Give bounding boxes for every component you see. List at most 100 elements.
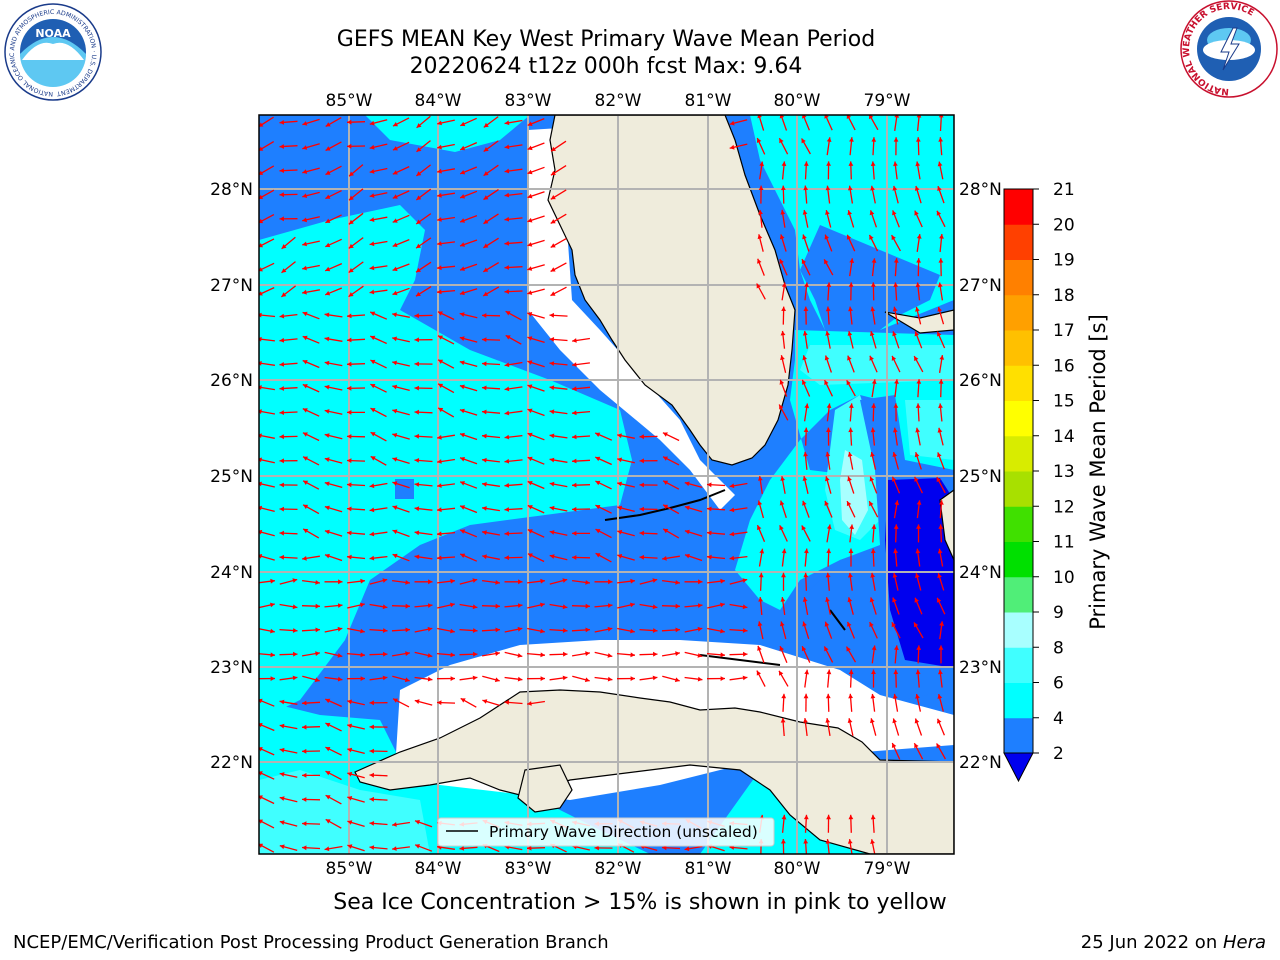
wave-arrow-head [259, 529, 263, 535]
wave-arrow-head [779, 379, 785, 385]
wave-arrow-head [527, 242, 533, 247]
lon-label-bottom-83w: 83°W [505, 859, 552, 879]
wave-arrow-head [803, 718, 808, 723]
colorbar-tick-label: 14 [1053, 427, 1075, 447]
wave-arrow-head [292, 675, 298, 681]
wave-arrow-head [572, 458, 577, 464]
lon-label-bottom-81w: 81°W [685, 859, 732, 879]
field-lightcyan-4 [259, 770, 430, 854]
wave-arrow-head [824, 380, 829, 386]
wave-arrow-head [527, 505, 533, 510]
wave-arrow-head [337, 653, 343, 658]
land-florida [547, 115, 796, 466]
wave-arrow-head [825, 597, 830, 602]
wave-arrow-head [697, 676, 703, 682]
wave-arrow-head [325, 553, 330, 559]
wave-arrow-head [551, 146, 556, 152]
wave-arrow-head [279, 796, 285, 801]
wave-arrow-head [891, 355, 897, 361]
wave-arrow-head [871, 524, 877, 529]
colorbar-tick-label: 16 [1053, 356, 1075, 376]
wave-arrow-head [392, 529, 398, 535]
wave-arrow-head [847, 621, 852, 627]
field-lightcyan-1 [800, 345, 954, 385]
wave-arrow-head [348, 219, 354, 225]
wave-arrow-head [550, 243, 556, 248]
wave-arrow-head [325, 266, 331, 272]
wave-arrow-head [315, 627, 320, 633]
wave-arrow-head [848, 427, 854, 433]
wave-arrow-head [757, 234, 763, 240]
wave-arrow-head [324, 384, 330, 390]
wave-arrow-head [473, 651, 478, 657]
wave-arrow-head [697, 653, 703, 658]
wave-arrow-head [870, 839, 875, 844]
wave-arrow-head [259, 723, 263, 728]
wave-arrow-head [893, 548, 898, 554]
wave-arrow-head [595, 456, 601, 462]
wave-arrow-head [663, 504, 669, 510]
wave-arrow-head [416, 123, 422, 128]
wave-arrow-head [870, 306, 876, 312]
wave-arrow-head [303, 504, 309, 510]
wave-arrow-head [594, 845, 599, 851]
wave-arrow-head [325, 122, 331, 127]
wave-arrow-head [527, 169, 533, 175]
wave-arrow-head [893, 669, 899, 675]
wave-arrow-head [684, 481, 690, 487]
wave-arrow-head [936, 743, 941, 749]
wave-arrow-head [527, 193, 533, 199]
wave-arrow-head [527, 701, 532, 706]
wave-arrow-head [281, 268, 287, 273]
wave-arrow-head [870, 452, 875, 457]
wave-arrow-head [780, 330, 786, 336]
wave-arrow-head [825, 476, 830, 482]
wave-arrow-head [847, 185, 853, 191]
wave-arrow-head [259, 122, 264, 127]
wave-arrow-head [572, 338, 577, 343]
wave-arrow-head [549, 457, 555, 463]
wave-arrow-head [824, 355, 830, 361]
wave-arrow-head [707, 530, 712, 536]
wave-arrow-head [572, 506, 577, 512]
wave-arrow-head [758, 476, 763, 481]
wave-arrow-head [825, 306, 831, 312]
wave-arrow-head [259, 843, 264, 848]
wave-arrow-head [572, 555, 577, 560]
wave-arrow-head [630, 602, 635, 608]
wave-arrow-head [617, 481, 622, 487]
wave-arrow-head [392, 290, 398, 296]
wave-arrow-head [347, 771, 353, 777]
wave-arrow-head [572, 362, 577, 367]
wave-arrow-head [302, 289, 307, 295]
wave-arrow-head [414, 409, 419, 415]
wave-arrow-head [527, 360, 533, 365]
wave-arrow-head [914, 743, 919, 749]
wave-arrow-head [495, 627, 500, 633]
wave-arrow-head [742, 604, 748, 610]
wave-arrow-head [369, 821, 375, 826]
colorbar-tick-label: 12 [1053, 497, 1075, 517]
wave-arrow-head [617, 457, 622, 463]
wave-arrow-head [802, 115, 807, 119]
wave-arrow-head [279, 820, 285, 825]
wave-arrow-head [662, 845, 667, 851]
wave-arrow-head [549, 385, 555, 391]
wave-arrow-head [460, 529, 466, 534]
wave-arrow-head [801, 646, 807, 652]
wave-arrow-head [495, 651, 500, 656]
wave-arrow-head [781, 185, 786, 191]
wave-arrow-head [869, 597, 875, 603]
wave-arrow-head [324, 336, 330, 342]
wave-arrow-head [302, 797, 307, 802]
wave-arrow-head [347, 313, 352, 319]
wave-arrow-head [847, 210, 852, 216]
wave-arrow-head [324, 312, 330, 318]
wave-arrow-head [302, 311, 308, 317]
wave-arrow-head [279, 386, 284, 391]
colorbar-tick-label: 18 [1053, 286, 1075, 306]
wave-arrow-head [550, 170, 556, 176]
wave-arrow-head [450, 602, 455, 608]
wave-arrow-head [303, 480, 309, 485]
wave-arrow-head [663, 528, 669, 534]
